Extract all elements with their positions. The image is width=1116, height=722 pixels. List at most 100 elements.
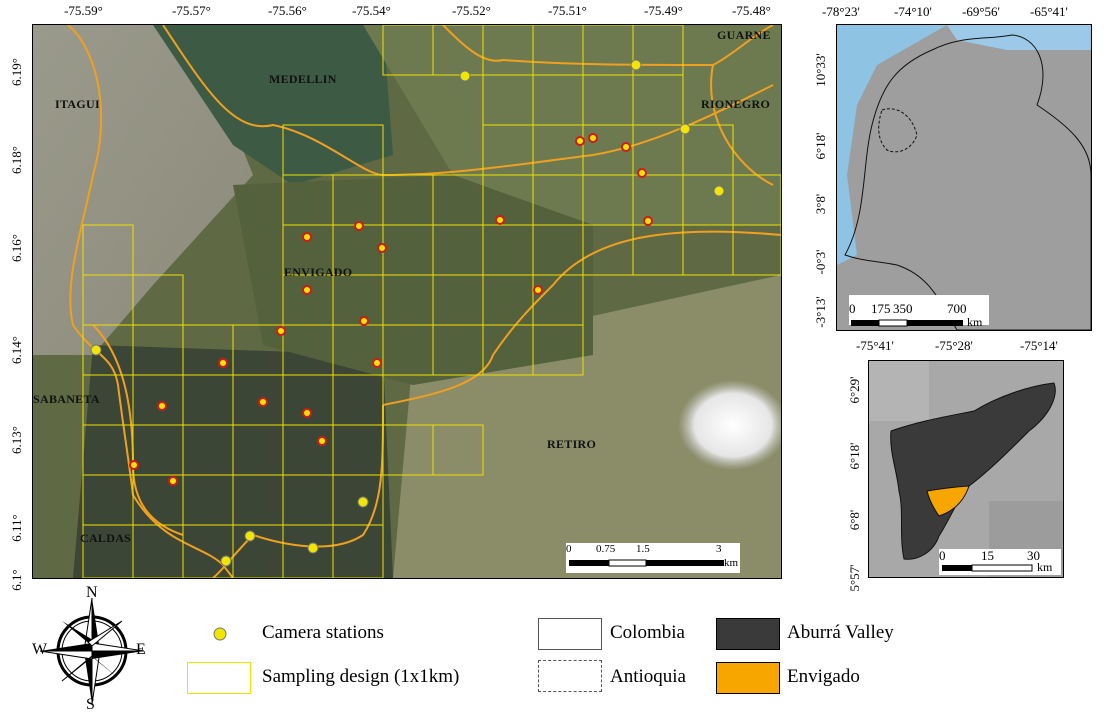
main-scale-label: 1.5 (636, 543, 650, 555)
main-scale-bar (566, 543, 740, 573)
valley-lon-tick: -75°28' (935, 338, 973, 353)
legend-sampling-swatch (187, 662, 251, 694)
legend-colombia-swatch (538, 618, 602, 650)
colombia-lat-tick: -3°13' (813, 296, 828, 328)
main-map-canvas (33, 25, 781, 578)
main-scale-label: 3 (716, 543, 722, 555)
legend-camera-symbol (213, 627, 227, 641)
main-lat-tick: 6.14° (9, 336, 24, 364)
colombia-lat-tick: -0°3' (813, 249, 828, 275)
place-label-itagui: ITAGUI (55, 97, 100, 111)
camera-station (302, 408, 312, 418)
antioquia-outline (878, 108, 918, 153)
main-lon-tick: -75.49° (644, 3, 683, 18)
camera-station (713, 185, 725, 197)
camera-station (575, 136, 585, 146)
colombia-outline (844, 34, 1091, 330)
legend-camera-stations: Camera stations (262, 622, 384, 643)
camera-stations (90, 59, 725, 567)
camera-station (377, 243, 387, 253)
legend-sampling-design: Sampling design (1x1km) (262, 666, 460, 687)
main-map: ITAGUI MEDELLIN RIONEGRO GUARNE ENVIGADO… (32, 24, 782, 579)
valley-lat-tick: 5°57' (847, 564, 862, 592)
camera-station (276, 326, 286, 336)
camera-station (459, 70, 471, 82)
colombia-inset-canvas (837, 25, 1091, 330)
main-lat-tick: 6.16° (9, 234, 24, 262)
legend-envigado-swatch (716, 662, 780, 694)
camera-station (302, 285, 312, 295)
place-label-sabaneta: SABANETA (33, 392, 100, 406)
main-lat-tick: 6.13° (9, 426, 24, 454)
valley-scale-unit: km (1037, 560, 1053, 574)
caribbean-sea (947, 25, 1091, 50)
camera-station (244, 530, 256, 542)
camera-station (168, 476, 178, 486)
camera-station (495, 215, 505, 225)
camera-station (621, 142, 631, 152)
main-lat-tick: 6.18° (9, 146, 24, 174)
valley-inset-map: 0 15 30 km (868, 360, 1064, 578)
colombia-lon-tick: -69°56' (962, 4, 1000, 19)
colombia-scale-label: 0 (849, 301, 856, 316)
colombia-inset-map: 0 175 350 700 km (836, 24, 1092, 331)
compass-s: S (86, 696, 95, 713)
main-lon-tick: -75.56° (268, 3, 307, 18)
valley-scale-label: 0 (939, 548, 946, 563)
urban-area-itagui (33, 25, 253, 355)
camera-station (372, 358, 382, 368)
valley-lon-tick: -75°41' (856, 338, 894, 353)
valley-lat-tick: 6°18' (847, 442, 862, 470)
valley-inset-canvas (869, 361, 1063, 577)
camera-station (157, 401, 167, 411)
camera-station (357, 496, 369, 508)
cloud (678, 380, 781, 470)
colombia-scale-unit: km (967, 315, 983, 329)
camera-station (643, 216, 653, 226)
main-lon-tick: -75.59° (64, 3, 103, 18)
legend-aburra-swatch (716, 618, 780, 650)
place-label-rionegro: RIONEGRO (701, 97, 771, 111)
colombia-lat-tick: 3°8' (813, 193, 828, 215)
place-label-guarne: GUARNE (717, 28, 771, 42)
camera-station (359, 316, 369, 326)
main-lat-tick: 6.11° (9, 514, 24, 542)
place-label-caldas: CALDAS (80, 531, 132, 545)
main-lon-tick: -75.51° (548, 3, 587, 18)
compass-w: W (32, 641, 48, 658)
colombia-lon-tick: -78°23' (822, 4, 860, 19)
legend-colombia: Colombia (610, 622, 685, 643)
valley-lon-tick: -75°14' (1020, 338, 1058, 353)
aburra-valley-shape (890, 382, 1056, 560)
valley-scale-label: 15 (981, 548, 994, 563)
main-scale-label: 0.75 (596, 543, 616, 555)
compass-e: E (136, 641, 146, 658)
camera-station (588, 133, 598, 143)
camera-station (90, 344, 102, 356)
envigado-shape (926, 485, 970, 517)
camera-station (307, 542, 319, 554)
main-lon-tick: -75.48° (732, 3, 771, 18)
main-lat-tick: 6.19° (9, 58, 24, 86)
camera-station (533, 285, 543, 295)
main-lon-tick: -75.52° (452, 3, 491, 18)
colombia-scale-label: 700 (947, 301, 967, 316)
compass-n: N (86, 584, 98, 601)
colombia-lat-tick: 10°33' (813, 53, 828, 87)
camera-station (218, 358, 228, 368)
forest-medellin (153, 25, 393, 185)
colombia-lon-tick: -65°41' (1030, 4, 1068, 19)
colombia-scale-label: 350 (893, 301, 913, 316)
colombia-scale-label: 175 (871, 301, 891, 316)
main-lat-tick: 6.1° (9, 569, 24, 591)
camera-station (630, 59, 642, 71)
camera-station (129, 460, 139, 470)
legend-antioquia: Antioquia (610, 666, 686, 687)
place-label-envigado: ENVIGADO (284, 265, 353, 279)
camera-station (258, 397, 268, 407)
colombia-lon-tick: -74°10' (894, 4, 932, 19)
camera-station (637, 168, 647, 178)
place-label-medellin: MEDELLIN (269, 72, 337, 86)
forest-central (233, 175, 593, 385)
camera-station (302, 232, 312, 242)
